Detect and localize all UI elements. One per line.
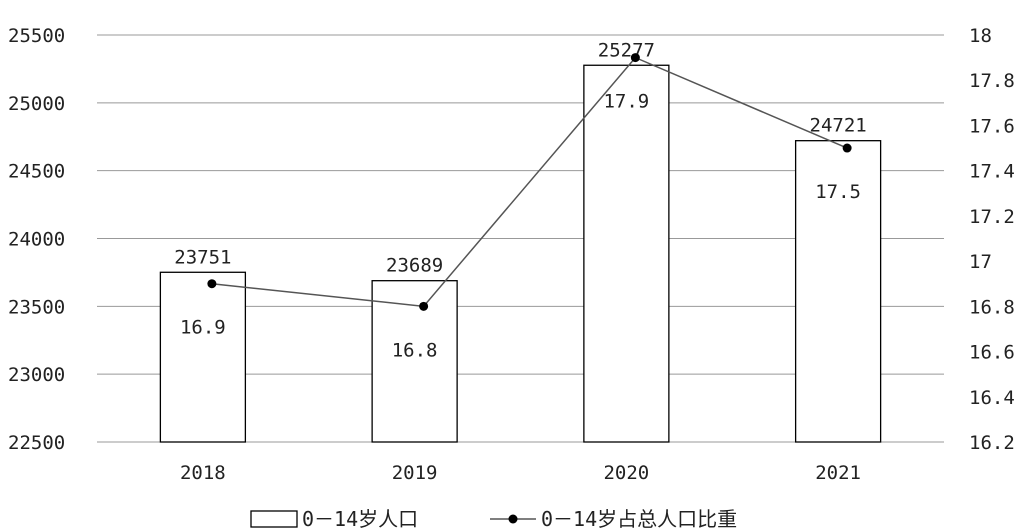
line-data-label: 17.5 [815, 181, 861, 203]
right-tick-label: 17.2 [969, 206, 1015, 228]
right-tick-label: 17.8 [969, 70, 1015, 92]
line-point [842, 143, 852, 153]
right-tick-label: 16.4 [969, 387, 1015, 409]
right-tick-label: 17.6 [969, 115, 1015, 137]
bar [583, 64, 670, 443]
line-series: 16.9 16.8 17.9 17.5 [180, 53, 861, 361]
bar [371, 280, 458, 443]
bar-data-label: 23689 [386, 255, 443, 277]
line-data-label: 16.9 [180, 317, 226, 339]
legend: 0－14岁人口 0－14岁占总人口比重 [250, 507, 737, 531]
right-tick-label: 16.2 [969, 432, 1015, 454]
line-point [630, 53, 640, 63]
line-data-label: 16.8 [392, 339, 438, 361]
series-line [211, 56, 848, 308]
left-tick-label: 25500 [8, 25, 65, 47]
right-axis-ticks: 16.2 16.4 16.6 16.8 17 17.2 17.4 17.6 17.8 18 [969, 25, 1015, 454]
x-tick-label: 2018 [180, 462, 226, 484]
bar-data-label: 24721 [810, 115, 867, 137]
left-tick-label: 22500 [8, 432, 65, 454]
x-tick-label: 2020 [603, 462, 649, 484]
left-tick-label: 23500 [8, 296, 65, 318]
left-tick-label: 23000 [8, 364, 65, 386]
left-tick-label: 24000 [8, 229, 65, 251]
bar [794, 140, 882, 443]
bar-data-label: 25277 [598, 39, 655, 61]
left-tick-label: 25000 [8, 93, 65, 115]
line-point [207, 279, 217, 289]
left-axis-ticks: 22500 23000 23500 24000 24500 25000 25500 [8, 25, 65, 454]
right-tick-label: 18 [969, 25, 992, 47]
legend-line-marker [508, 514, 518, 524]
legend-bar-label: 0－14岁人口 [302, 507, 418, 531]
bar [159, 271, 247, 443]
line-data-label: 17.9 [603, 91, 649, 113]
x-axis-ticks: 2018 2019 2020 2021 [180, 462, 861, 484]
right-tick-label: 17 [969, 251, 992, 273]
x-tick-label: 2019 [392, 462, 438, 484]
legend-line-label: 0－14岁占总人口比重 [541, 507, 737, 531]
right-tick-label: 17.4 [969, 161, 1015, 183]
right-tick-label: 16.8 [969, 296, 1015, 318]
bar-series: 23751 23689 25277 24721 [159, 39, 882, 443]
legend-bar-swatch [250, 510, 298, 528]
left-tick-label: 24500 [8, 161, 65, 183]
right-tick-label: 16.6 [969, 342, 1015, 364]
x-tick-label: 2021 [815, 462, 861, 484]
line-point [419, 301, 429, 311]
bar-data-label: 23751 [174, 246, 231, 268]
